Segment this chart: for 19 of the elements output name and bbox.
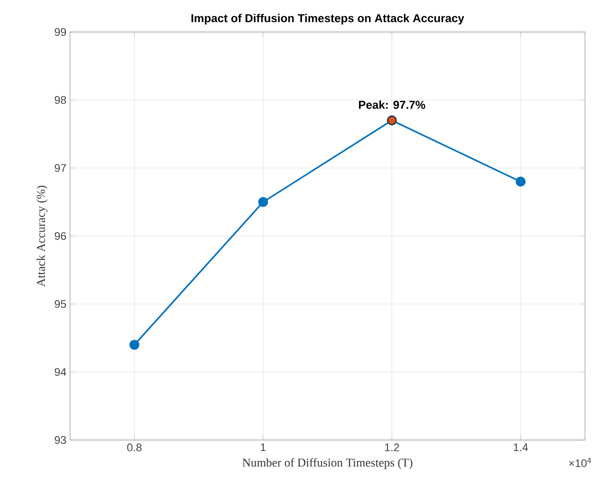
annotation: Peak: 97.7% (358, 100, 426, 109)
x-tick-label: 0.8 (127, 444, 142, 452)
chart-title: Impact of Diffusion Timesteps on Attack Accuracy (191, 14, 464, 24)
text: ×10$^{4}$ (569, 458, 592, 468)
y-tick-label: 96 (54, 232, 66, 240)
x-tick-label: 1.2 (385, 444, 399, 452)
y-tick-label: 99 (54, 28, 66, 36)
y-tick-label: 93 (54, 436, 66, 444)
x-axis-title: Number of Diffusion Timesteps (T) (242, 458, 412, 470)
y-tick-label: 95 (54, 300, 66, 308)
y-tick-label: 94 (54, 368, 66, 376)
y-tick-label: 98 (54, 96, 66, 104)
point (516, 176, 526, 187)
y-tick-label: 97 (54, 164, 66, 172)
y-axis-title: Attack Accuracy (%) (36, 186, 48, 287)
point (129, 340, 140, 350)
point (258, 197, 268, 207)
x-tick-label: 1.4 (514, 444, 528, 452)
x-tick-label: 1 (260, 444, 266, 452)
